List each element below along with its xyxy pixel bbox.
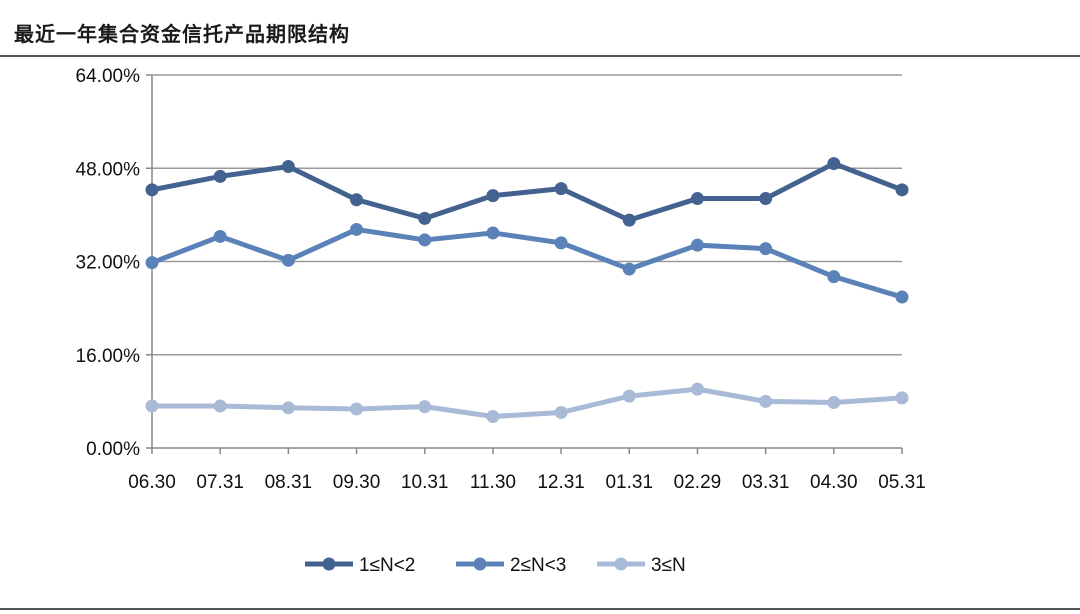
x-tick-label: 10.31 — [401, 472, 449, 493]
series-lines — [145, 157, 909, 424]
y-tick-label: 48.00% — [76, 159, 141, 180]
bottom-divider — [0, 608, 1080, 610]
data-point — [554, 182, 568, 196]
data-point — [554, 405, 568, 419]
legend-label: 3≤N — [651, 555, 686, 576]
data-point — [622, 213, 636, 227]
data-point — [350, 222, 364, 236]
series-line-1 — [151, 161, 903, 223]
x-tick-labels: 06.30 07.31 08.31 09.30 10.31 11.30 12.31 01.31… — [128, 472, 926, 493]
x-tick-label: 06.30 — [128, 472, 176, 493]
data-point — [418, 400, 432, 414]
data-point — [350, 402, 364, 416]
x-tick-label: 03.31 — [742, 472, 790, 493]
legend-label: 1≤N<2 — [359, 555, 415, 576]
data-point — [213, 399, 227, 413]
chart-title: 最近一年集合资金信托产品期限结构 — [14, 22, 350, 46]
y-tick-label: 0.00% — [86, 439, 140, 460]
axes — [146, 74, 903, 454]
x-tick-label: 04.30 — [810, 472, 858, 493]
data-point — [145, 183, 159, 197]
x-tick-label: 05.31 — [878, 472, 926, 493]
data-point — [759, 242, 773, 256]
series-line-2 — [151, 226, 903, 300]
data-point — [486, 189, 500, 203]
data-point — [690, 192, 704, 206]
data-point — [895, 290, 909, 304]
x-tick-label: 08.31 — [265, 472, 313, 493]
data-point — [622, 262, 636, 276]
data-point — [759, 192, 773, 206]
data-point — [350, 193, 364, 207]
data-point — [213, 229, 227, 243]
y-tick-label: 64.00% — [76, 66, 141, 87]
data-point — [281, 401, 295, 415]
data-point — [145, 399, 159, 413]
data-point — [418, 211, 432, 225]
x-tick-label: 11.30 — [470, 472, 516, 493]
data-point — [827, 157, 841, 171]
legend-label: 2≤N<3 — [510, 555, 566, 576]
y-tick-label: 16.00% — [76, 346, 141, 367]
series-line-3 — [152, 386, 903, 420]
data-point — [827, 270, 841, 284]
data-point — [554, 236, 568, 250]
x-tick-label: 02.29 — [674, 472, 722, 493]
x-tick-label: 12.31 — [537, 472, 585, 493]
data-point — [690, 382, 704, 396]
legend-swatch-marker — [614, 557, 628, 571]
data-point — [213, 169, 227, 183]
data-point — [895, 183, 909, 197]
x-tick-label: 09.30 — [333, 472, 381, 493]
data-point — [145, 256, 159, 270]
legend-swatch-marker — [473, 557, 487, 571]
data-point — [759, 394, 773, 408]
top-divider — [0, 55, 1080, 57]
data-point — [827, 396, 841, 410]
data-point — [486, 410, 500, 424]
data-point — [690, 238, 704, 252]
y-tick-label: 32.00% — [76, 253, 141, 274]
data-point — [418, 233, 432, 247]
data-point — [486, 226, 500, 240]
data-point — [281, 253, 295, 267]
x-tick-label: 07.31 — [196, 472, 244, 493]
y-tick-labels: 0.00% 16.00% 32.00% 48.00% 64.00% — [76, 66, 141, 460]
data-point — [281, 160, 295, 174]
legend-swatch-marker — [322, 557, 336, 571]
data-point — [622, 389, 636, 403]
data-point — [895, 391, 909, 405]
grid-lines — [152, 74, 902, 449]
x-tick-label: 01.31 — [605, 472, 653, 493]
legend: 1≤N<2 2≤N<3 3≤N — [305, 555, 686, 576]
